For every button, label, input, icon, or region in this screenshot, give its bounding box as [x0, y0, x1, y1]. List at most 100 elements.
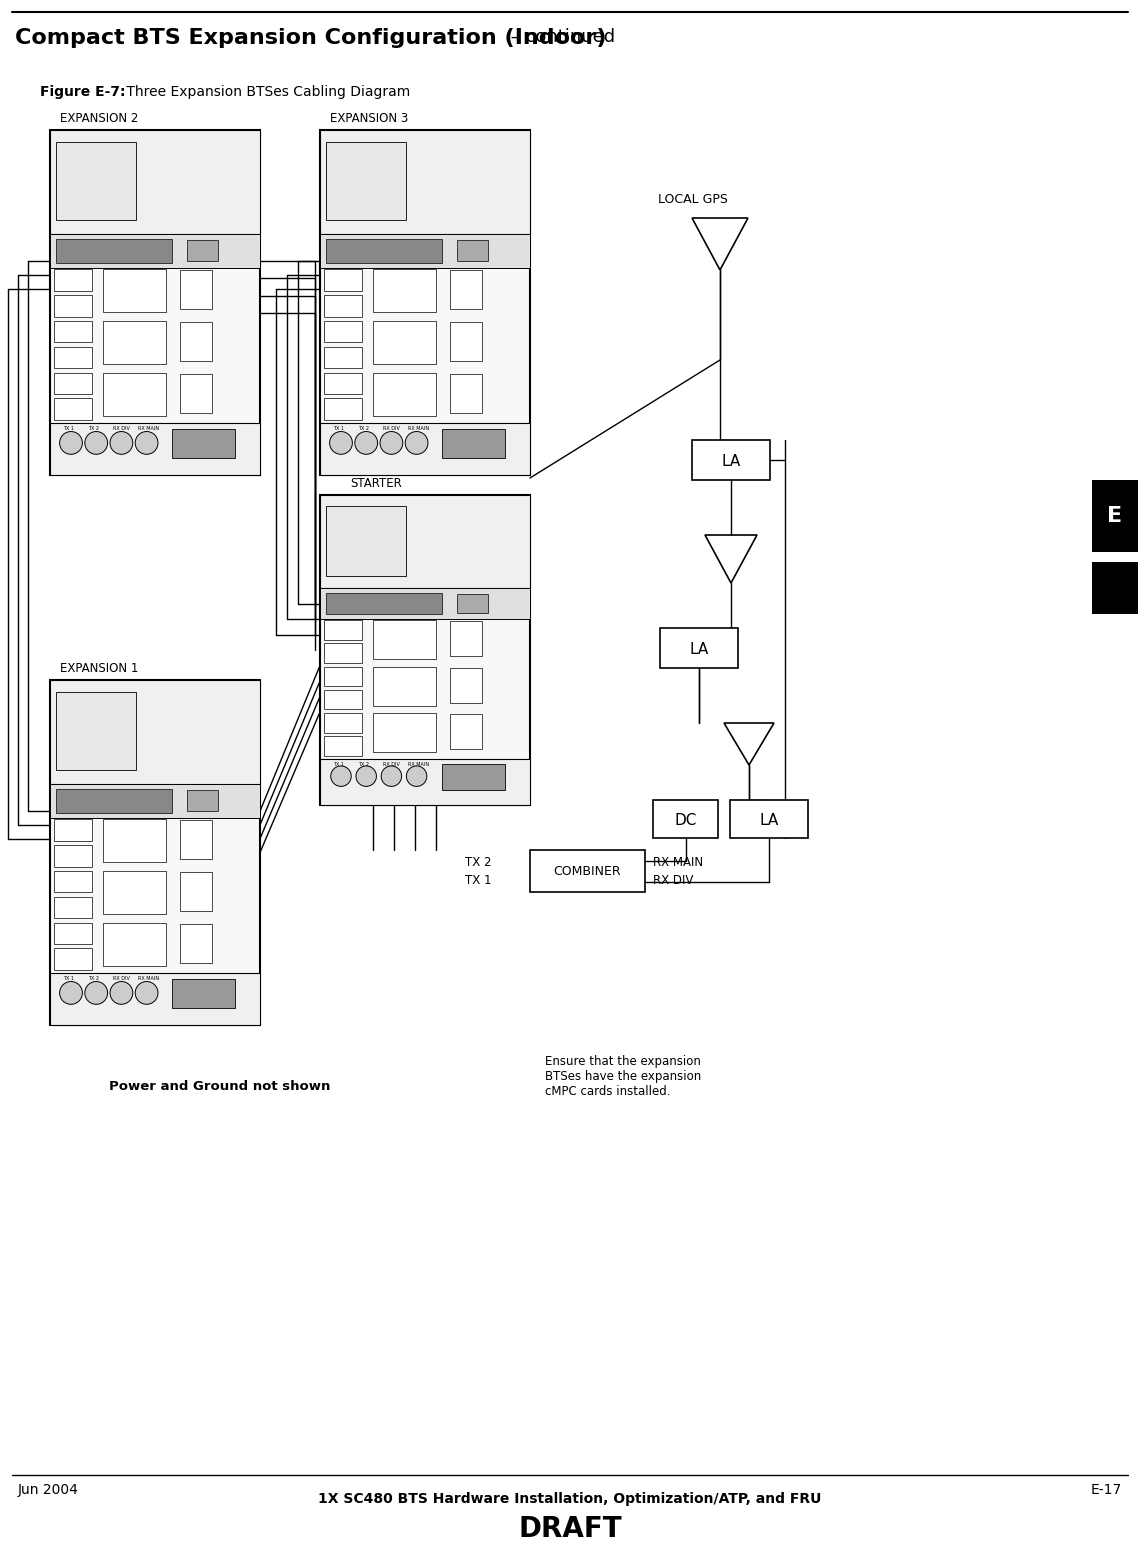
Bar [326, 142, 406, 221]
Bar [187, 790, 218, 812]
Text: DRAFT: DRAFT [519, 1515, 621, 1543]
Circle shape [59, 432, 82, 454]
Text: 1X SC480 BTS Hardware Installation, Optimization/ATP, and FRU: 1X SC480 BTS Hardware Installation, Opti… [318, 1492, 822, 1506]
Bar [450, 668, 482, 702]
Bar [442, 764, 505, 790]
Circle shape [405, 432, 428, 454]
Circle shape [329, 432, 352, 454]
Bar [324, 347, 363, 369]
Bar [187, 241, 218, 261]
Bar [456, 241, 488, 261]
Bar [320, 130, 530, 475]
Circle shape [162, 147, 190, 176]
Text: TX 1: TX 1 [333, 762, 343, 767]
Bar [103, 870, 165, 913]
Text: TX 1: TX 1 [333, 426, 343, 430]
Text: TX 1: TX 1 [63, 426, 74, 430]
Text: RX MAIN: RX MAIN [138, 426, 160, 430]
Bar [320, 423, 530, 475]
Bar [50, 784, 260, 818]
Bar [373, 372, 435, 417]
Bar [324, 398, 363, 420]
Bar [50, 233, 260, 268]
Text: RX DIV: RX DIV [383, 762, 400, 767]
Circle shape [406, 765, 426, 787]
Bar [320, 495, 530, 805]
Bar [55, 846, 92, 867]
Bar [55, 295, 92, 316]
Text: RX MAIN: RX MAIN [408, 762, 430, 767]
Text: DC: DC [675, 813, 697, 829]
Bar [50, 680, 260, 784]
Bar [320, 233, 530, 268]
Bar [692, 440, 770, 480]
Circle shape [433, 509, 459, 535]
Bar [172, 980, 235, 1008]
Text: LA: LA [722, 454, 741, 469]
Bar [730, 799, 808, 838]
Bar [324, 643, 363, 663]
Text: Compact BTS Expansion Configuration (Indoor): Compact BTS Expansion Configuration (Ind… [15, 28, 606, 48]
Bar [373, 620, 435, 659]
Bar [450, 714, 482, 748]
Circle shape [434, 548, 457, 569]
Bar [103, 372, 165, 417]
Bar [324, 321, 363, 343]
Text: RX MAIN: RX MAIN [138, 977, 160, 981]
Bar [50, 130, 260, 475]
Text: E-17: E-17 [1091, 1483, 1122, 1497]
Text: Jun 2004: Jun 2004 [18, 1483, 79, 1497]
Bar [450, 322, 482, 361]
Text: – continued: – continued [505, 28, 616, 46]
Circle shape [356, 765, 376, 787]
Bar [172, 429, 235, 458]
Text: RX DIV: RX DIV [383, 426, 400, 430]
Text: Figure E-7:: Figure E-7: [40, 85, 125, 99]
Text: RX DIV: RX DIV [113, 426, 130, 430]
Bar [103, 268, 165, 313]
Bar [55, 372, 92, 393]
Bar [1092, 562, 1138, 614]
Text: Ensure that the expansion
BTSes have the expansion
cMPC cards installed.: Ensure that the expansion BTSes have the… [545, 1055, 701, 1099]
Circle shape [433, 188, 458, 213]
Bar [55, 398, 92, 420]
Bar [103, 923, 165, 966]
Bar [55, 268, 92, 290]
Circle shape [463, 147, 492, 176]
Bar [103, 321, 165, 364]
Text: E: E [1107, 506, 1123, 526]
Circle shape [84, 432, 107, 454]
Circle shape [193, 147, 222, 176]
Bar [373, 713, 435, 751]
Bar [180, 872, 212, 912]
Bar [180, 819, 212, 859]
Bar [324, 667, 363, 687]
Bar [56, 788, 172, 813]
Text: EXPANSION 2: EXPANSION 2 [60, 113, 138, 125]
Bar [450, 620, 482, 656]
Text: Power and Ground not shown: Power and Ground not shown [109, 1080, 331, 1092]
Circle shape [59, 981, 82, 1004]
Text: RX DIV: RX DIV [653, 873, 693, 887]
Bar [326, 239, 442, 262]
Text: RX MAIN: RX MAIN [408, 426, 430, 430]
Bar [55, 321, 92, 343]
Text: TX 1: TX 1 [465, 873, 491, 887]
Circle shape [195, 738, 220, 762]
Text: STARTER: STARTER [350, 477, 401, 491]
Text: TX 2: TX 2 [358, 762, 369, 767]
Bar [456, 594, 488, 613]
Circle shape [193, 696, 222, 725]
Bar [442, 429, 505, 458]
Bar [324, 295, 363, 316]
Bar [326, 593, 442, 614]
Circle shape [136, 981, 158, 1004]
Text: EXPANSION 3: EXPANSION 3 [329, 113, 408, 125]
Bar [530, 850, 645, 892]
Bar [324, 620, 363, 639]
Bar [55, 949, 92, 971]
Bar [50, 130, 260, 233]
Bar [1092, 480, 1138, 552]
Bar [56, 142, 136, 221]
Bar [180, 322, 212, 361]
